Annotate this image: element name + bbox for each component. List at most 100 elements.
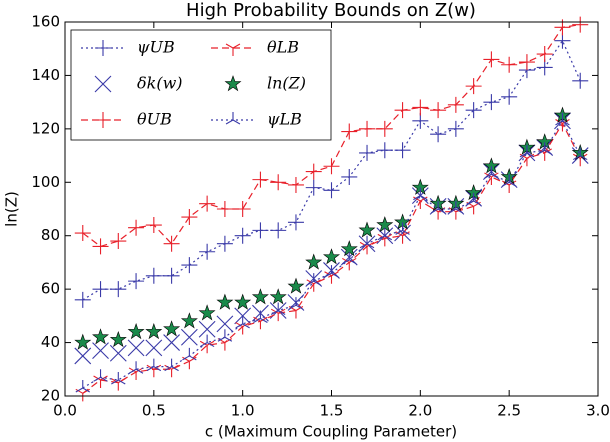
marker bbox=[146, 364, 162, 378]
marker bbox=[181, 257, 198, 274]
marker bbox=[323, 248, 340, 265]
marker bbox=[554, 32, 571, 49]
marker bbox=[198, 304, 216, 321]
marker bbox=[109, 344, 127, 362]
marker bbox=[395, 222, 410, 235]
marker bbox=[412, 112, 429, 129]
marker bbox=[394, 142, 411, 159]
marker bbox=[75, 388, 91, 402]
x-tick-label: 2.0 bbox=[408, 402, 432, 420]
marker bbox=[216, 235, 233, 252]
marker bbox=[376, 120, 393, 137]
legend-marker bbox=[225, 43, 241, 56]
marker bbox=[163, 320, 181, 337]
legend-marker bbox=[95, 40, 111, 56]
marker bbox=[342, 251, 357, 265]
y-tick-label: 140 bbox=[31, 66, 60, 84]
marker bbox=[93, 375, 108, 388]
y-tick-label: 120 bbox=[31, 119, 60, 137]
marker bbox=[93, 369, 108, 382]
legend-label: θLB bbox=[267, 38, 299, 57]
marker bbox=[288, 297, 304, 310]
marker bbox=[198, 320, 216, 338]
marker bbox=[270, 302, 286, 315]
marker bbox=[252, 171, 269, 188]
marker bbox=[376, 142, 393, 159]
marker bbox=[216, 201, 233, 217]
marker bbox=[412, 99, 429, 116]
marker bbox=[501, 174, 517, 187]
marker bbox=[501, 88, 518, 105]
marker bbox=[234, 293, 252, 310]
marker bbox=[145, 267, 162, 284]
legend-box bbox=[70, 29, 332, 141]
marker bbox=[181, 209, 198, 226]
marker bbox=[92, 342, 109, 359]
x-tick-label: 3.0 bbox=[586, 402, 610, 420]
marker bbox=[430, 102, 447, 119]
y-tick-label: 20 bbox=[41, 387, 60, 405]
marker bbox=[74, 291, 91, 308]
marker bbox=[342, 257, 357, 271]
marker bbox=[163, 334, 180, 351]
marker bbox=[269, 288, 287, 305]
marker bbox=[555, 112, 570, 126]
marker bbox=[216, 315, 234, 333]
marker bbox=[324, 265, 339, 278]
legend-label: ln(Z) bbox=[267, 74, 306, 93]
legend-label: ψLB bbox=[267, 110, 302, 129]
marker bbox=[74, 225, 91, 242]
marker bbox=[537, 148, 552, 161]
marker bbox=[323, 158, 340, 175]
marker bbox=[359, 235, 375, 249]
marker bbox=[92, 281, 109, 298]
marker bbox=[270, 174, 287, 191]
marker bbox=[199, 243, 216, 260]
x-tick-label: 0.5 bbox=[142, 402, 166, 420]
marker bbox=[430, 207, 446, 220]
marker bbox=[358, 221, 376, 238]
legend-marker bbox=[224, 75, 242, 92]
y-tick-label: 160 bbox=[31, 13, 60, 31]
marker bbox=[199, 195, 216, 212]
x-tick-label: 2.5 bbox=[497, 402, 521, 420]
legend-marker bbox=[94, 75, 112, 93]
marker bbox=[359, 241, 375, 255]
marker bbox=[145, 322, 163, 340]
marker bbox=[128, 219, 145, 236]
marker bbox=[92, 238, 109, 255]
marker bbox=[145, 339, 163, 357]
y-axis-label: ln(Z) bbox=[3, 191, 21, 227]
marker bbox=[235, 315, 250, 329]
marker bbox=[466, 192, 481, 206]
marker bbox=[501, 180, 517, 193]
marker bbox=[519, 153, 535, 167]
marker bbox=[537, 142, 552, 155]
marker bbox=[394, 102, 411, 119]
marker bbox=[430, 201, 446, 214]
series-line bbox=[82, 119, 581, 389]
marker bbox=[127, 339, 145, 357]
marker bbox=[306, 273, 321, 286]
marker bbox=[217, 329, 233, 342]
marker bbox=[234, 307, 252, 325]
marker bbox=[164, 358, 179, 372]
marker bbox=[430, 126, 447, 143]
marker bbox=[199, 340, 215, 354]
marker bbox=[287, 214, 304, 231]
marker bbox=[180, 312, 198, 329]
marker bbox=[146, 358, 162, 372]
marker bbox=[234, 227, 251, 244]
marker bbox=[447, 120, 464, 137]
x-tick-label: 1.5 bbox=[320, 402, 344, 420]
marker bbox=[536, 59, 553, 76]
marker bbox=[270, 308, 286, 322]
marker bbox=[518, 54, 535, 71]
marker bbox=[305, 253, 323, 270]
marker bbox=[305, 163, 322, 180]
legend-label: θUB bbox=[137, 110, 172, 129]
marker bbox=[182, 347, 197, 361]
marker bbox=[235, 322, 250, 335]
marker bbox=[74, 347, 92, 365]
marker bbox=[110, 233, 127, 250]
